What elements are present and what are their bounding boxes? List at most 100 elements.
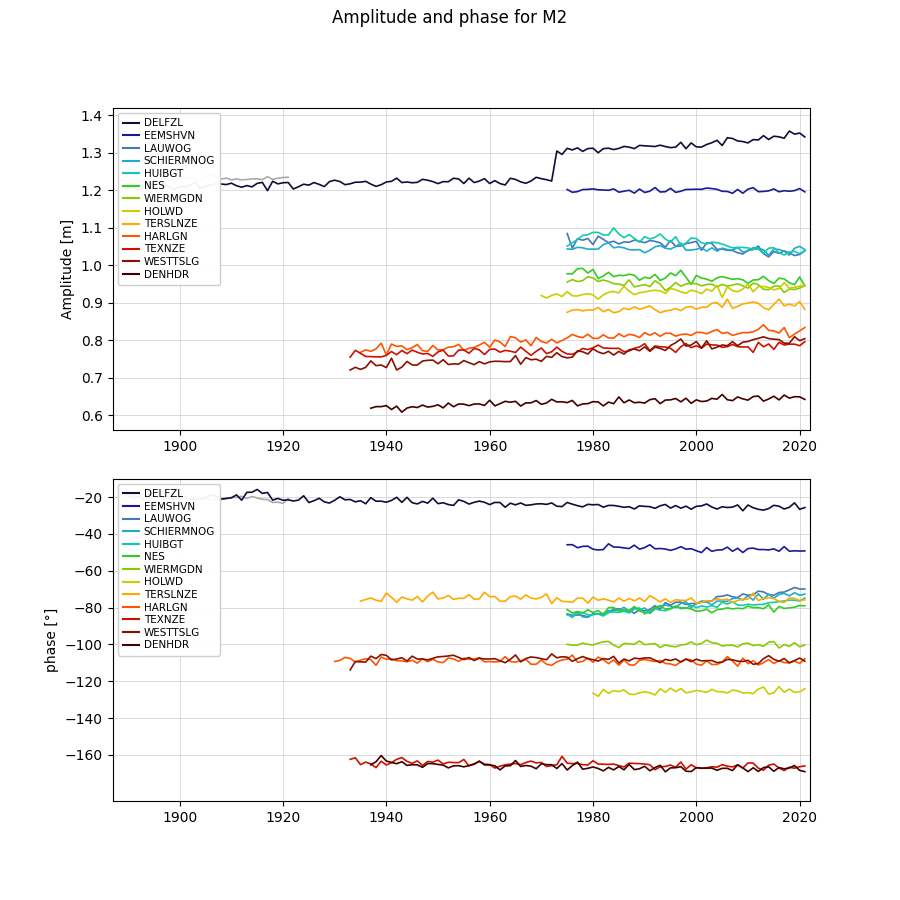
WIERMGDN — [634, 281, 645, 292]
SCHIERMNOG — [799, 244, 810, 255]
NES — [572, 606, 583, 616]
WESTTSLG — [753, 658, 764, 669]
DENHDR — [588, 396, 598, 407]
SCHIERMNOG — [712, 246, 723, 256]
TERSLNZE — [428, 587, 438, 598]
HUIBGT — [774, 248, 785, 258]
HOLWD — [644, 688, 655, 698]
SCHIERMNOG — [650, 604, 661, 615]
NES — [650, 602, 661, 613]
HUIBGT — [562, 240, 572, 251]
NES — [727, 274, 738, 284]
DELFZL — [670, 141, 681, 152]
SCHIERMNOG — [758, 245, 769, 256]
LAUWOG — [686, 238, 697, 248]
HUIBGT — [624, 608, 634, 618]
Line: WESTTSLG: WESTTSLG — [350, 337, 805, 370]
HOLWD — [706, 684, 717, 695]
DELFZL — [356, 495, 366, 506]
EEMSHVN — [665, 545, 676, 556]
DELFZL — [205, 180, 216, 191]
HUIBGT — [655, 229, 666, 239]
SCHIERMNOG — [618, 602, 629, 613]
HUIBGT — [763, 598, 774, 608]
LAUWOG — [799, 583, 810, 594]
EEMSHVN — [778, 185, 789, 196]
Line: HARLGN: HARLGN — [335, 655, 805, 666]
WIERMGDN — [774, 643, 785, 653]
NES — [650, 269, 661, 280]
LAUWOG — [784, 584, 795, 595]
NES — [603, 267, 614, 278]
NES — [686, 604, 697, 615]
HUIBGT — [567, 612, 578, 623]
SCHIERMNOG — [593, 244, 604, 255]
SCHIERMNOG — [769, 593, 779, 604]
EEMSHVN — [769, 544, 779, 554]
SCHIERMNOG — [588, 244, 598, 255]
NES — [706, 608, 717, 618]
TERSLNZE — [624, 304, 634, 315]
DENHDR — [799, 394, 810, 405]
LAUWOG — [784, 248, 795, 258]
SCHIERMNOG — [795, 590, 806, 600]
EEMSHVN — [614, 542, 625, 553]
EEMSHVN — [634, 544, 645, 554]
DELFZL — [262, 185, 273, 196]
LAUWOG — [722, 590, 733, 600]
NES — [758, 603, 769, 614]
HUIBGT — [572, 234, 583, 245]
NES — [789, 279, 800, 290]
WIERMGDN — [644, 639, 655, 650]
HOLWD — [655, 683, 666, 694]
EEMSHVN — [742, 184, 753, 194]
TEXNZE — [345, 352, 356, 363]
HOLWD — [608, 685, 619, 696]
WIERMGDN — [614, 643, 625, 653]
HOLWD — [556, 292, 567, 302]
HUIBGT — [582, 609, 593, 620]
NES — [753, 602, 764, 613]
LAUWOG — [593, 230, 604, 241]
TERSLNZE — [588, 305, 598, 316]
LAUWOG — [577, 235, 588, 246]
LAUWOG — [618, 237, 629, 248]
NES — [733, 274, 743, 284]
WESTTSLG — [520, 653, 531, 664]
EEMSHVN — [696, 547, 706, 558]
NES — [742, 278, 753, 289]
LAUWOG — [608, 604, 619, 615]
HUIBGT — [680, 238, 691, 248]
HOLWD — [686, 687, 697, 698]
LAUWOG — [716, 244, 727, 255]
LAUWOG — [769, 590, 779, 600]
HOLWD — [696, 686, 706, 697]
WIERMGDN — [567, 274, 578, 285]
EEMSHVN — [588, 184, 598, 194]
LAUWOG — [706, 238, 717, 248]
LAUWOG — [598, 610, 608, 621]
NES — [670, 601, 681, 612]
SCHIERMNOG — [644, 245, 655, 256]
EEMSHVN — [598, 544, 608, 555]
DELFZL — [784, 126, 795, 137]
TERSLNZE — [789, 301, 800, 311]
HUIBGT — [608, 222, 619, 233]
LAUWOG — [593, 608, 604, 619]
WIERMGDN — [691, 639, 702, 650]
Line: HOLWD: HOLWD — [593, 687, 805, 697]
SCHIERMNOG — [603, 606, 614, 616]
EEMSHVN — [712, 544, 723, 555]
TERSLNZE — [614, 306, 625, 317]
EEMSHVN — [655, 543, 666, 553]
SCHIERMNOG — [644, 608, 655, 619]
SCHIERMNOG — [577, 611, 588, 622]
EEMSHVN — [593, 544, 604, 555]
NES — [789, 602, 800, 613]
LAUWOG — [691, 236, 702, 247]
SCHIERMNOG — [733, 592, 743, 603]
TERSLNZE — [769, 299, 779, 310]
SCHIERMNOG — [716, 243, 727, 254]
SCHIERMNOG — [655, 601, 666, 612]
HOLWD — [774, 681, 785, 692]
